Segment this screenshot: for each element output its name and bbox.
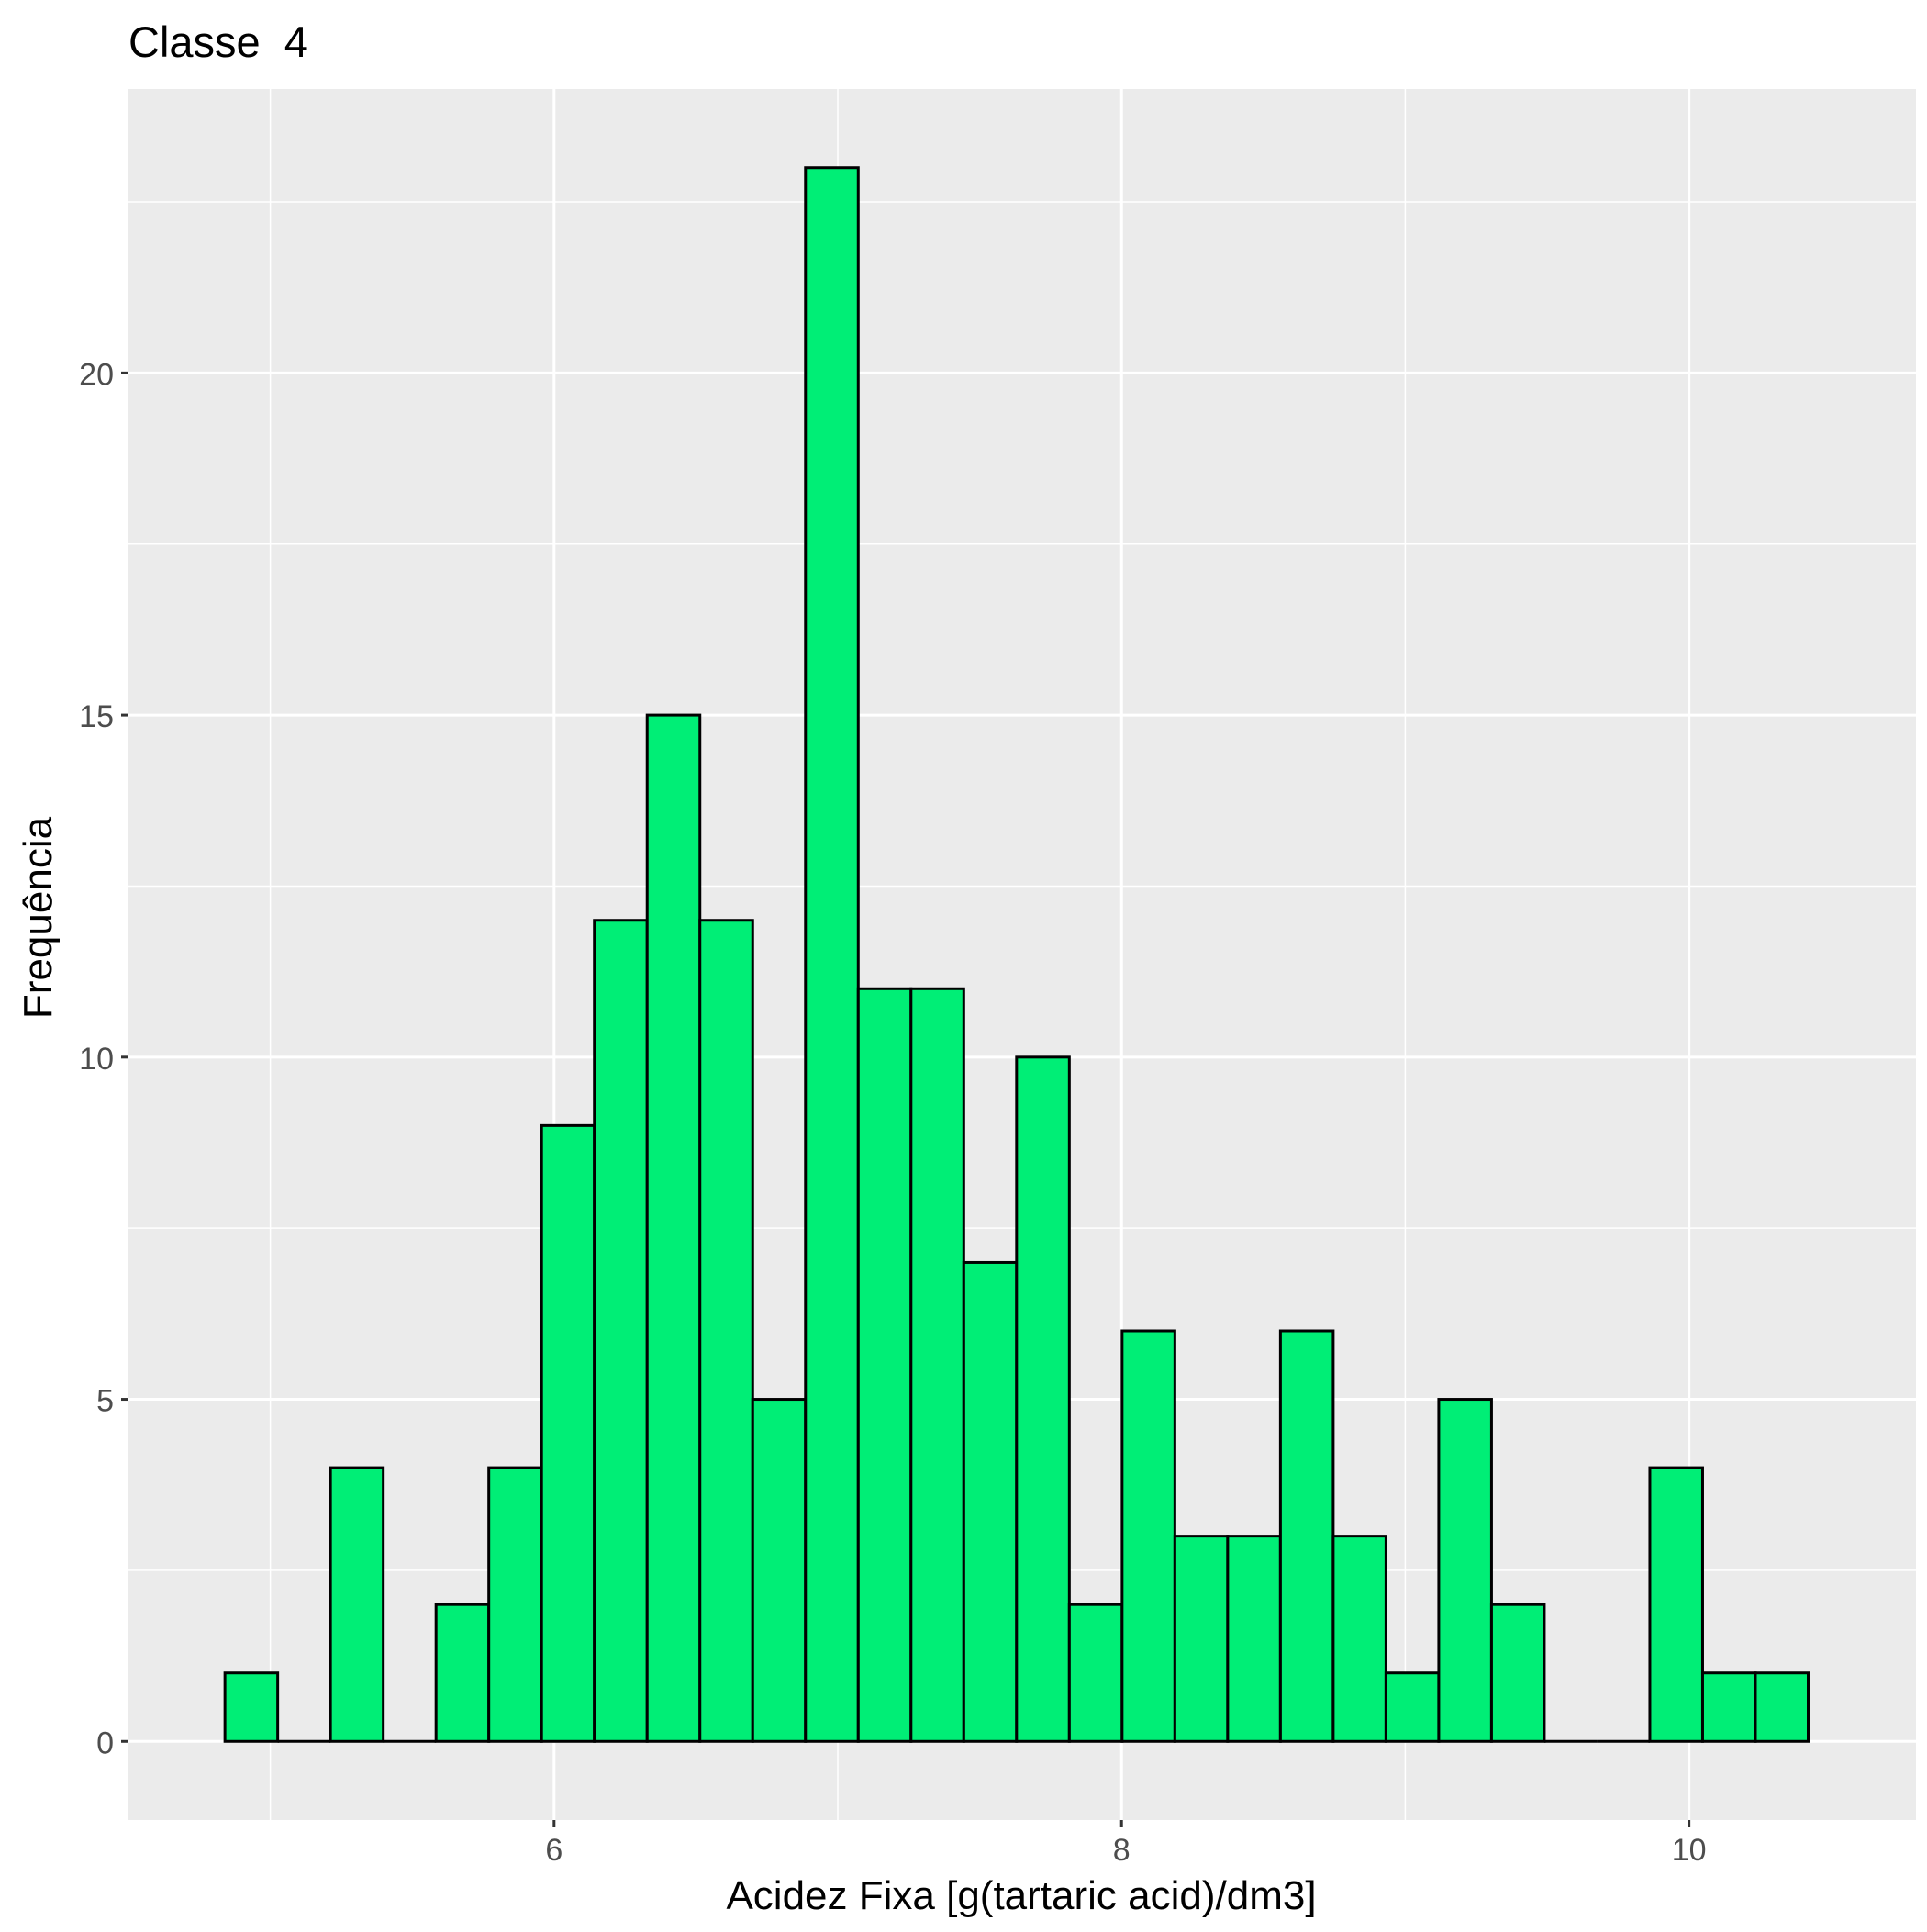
histogram-bar	[856, 987, 913, 1743]
histogram-bar	[645, 713, 702, 1743]
histogram-bar	[1173, 1535, 1230, 1743]
histogram-bar	[1648, 1466, 1704, 1743]
histogram-bar	[487, 1466, 543, 1743]
histogram-bar	[434, 1603, 491, 1743]
histogram-bar	[1067, 1603, 1124, 1743]
histogram-bar	[329, 1466, 385, 1743]
histogram-bar	[1278, 1329, 1335, 1743]
histogram-bar	[804, 166, 860, 1743]
axes: 0 5 10 15 20 6 8 10	[79, 357, 1706, 1868]
x-tick-label: 10	[1672, 1833, 1707, 1868]
y-tick-label: 20	[79, 357, 114, 392]
y-tick-label: 0	[96, 1725, 114, 1760]
x-tick-label: 8	[1113, 1833, 1131, 1868]
histogram-bar	[223, 1671, 280, 1743]
histogram-bar	[1700, 1671, 1757, 1743]
histogram-bar	[751, 1398, 808, 1743]
y-axis-title: Frequência	[16, 816, 61, 1019]
histogram-bar	[540, 1123, 596, 1743]
histogram-bar	[1120, 1329, 1176, 1743]
histogram-bar	[698, 919, 754, 1743]
chart-title: Classe 4	[128, 17, 308, 66]
x-tick-label: 6	[545, 1833, 563, 1868]
y-tick-label: 15	[79, 699, 114, 734]
histogram-bar	[1331, 1535, 1387, 1743]
x-axis-title: Acidez Fixa [g(tartaric acid)/dm3]	[726, 1873, 1316, 1918]
histogram-bar	[1754, 1671, 1810, 1743]
histogram-bar	[593, 919, 649, 1743]
histogram-bars	[223, 166, 1810, 1743]
histogram-bar	[909, 987, 965, 1743]
y-tick-label: 10	[79, 1042, 114, 1077]
histogram-bar	[1437, 1398, 1493, 1743]
histogram-bar	[1226, 1535, 1282, 1743]
histogram-bar	[1489, 1603, 1546, 1743]
histogram-bar	[1015, 1055, 1071, 1743]
y-tick-label: 5	[96, 1384, 114, 1419]
histogram-bar	[962, 1260, 1019, 1743]
histogram-bar	[1384, 1671, 1441, 1743]
